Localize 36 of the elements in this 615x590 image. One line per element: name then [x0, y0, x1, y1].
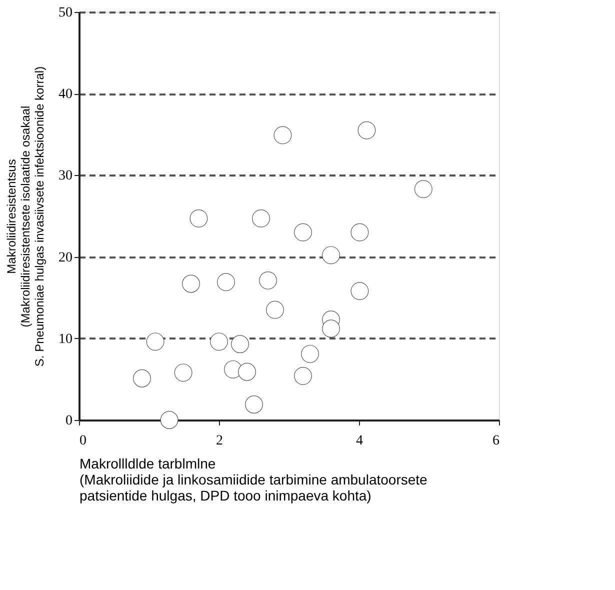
y-axis-title: Makroliidiresistentsus (Makroliidiresistentsete isolaatide osakaal S. Pneumoniae hulgas invasiivsete infektsioonide korral) [4, 66, 46, 367]
point [358, 121, 376, 140]
x-tick-label: 4 [356, 434, 363, 448]
point [294, 223, 312, 242]
y-tick-label: 40 [58, 87, 72, 102]
point [350, 223, 369, 242]
x-tick-label: 2 [216, 434, 223, 448]
point [245, 396, 263, 414]
point [259, 272, 277, 290]
point [266, 300, 284, 319]
point [301, 344, 319, 363]
point [238, 362, 256, 381]
point [350, 282, 369, 300]
point [210, 332, 228, 351]
point [322, 320, 340, 338]
x-tick-label: 6 [492, 434, 500, 448]
point [217, 273, 235, 292]
point [160, 411, 178, 429]
y-tick-label: 30 [58, 168, 72, 184]
point [133, 369, 151, 388]
y-tick-label: 20 [58, 250, 72, 266]
point [190, 210, 208, 228]
point [231, 335, 249, 354]
point [294, 366, 312, 385]
y-tick-label: 0 [66, 414, 72, 428]
point [322, 246, 340, 264]
point [274, 126, 292, 144]
y-tick-label: 10 [58, 332, 72, 347]
point [414, 180, 432, 198]
point [174, 364, 192, 382]
point [146, 332, 164, 351]
point [252, 210, 270, 228]
point [182, 274, 200, 293]
x-tick-label: 0 [80, 434, 86, 448]
y-tick-label: 50 [58, 6, 72, 20]
x-axis-title: Makrollldlde tarblmlne (Makroliidide ja linkosamiidide tarbimine ambulatoorsete patsientide hulgas, DPD tooo inimpaeva kohta) [80, 456, 428, 504]
